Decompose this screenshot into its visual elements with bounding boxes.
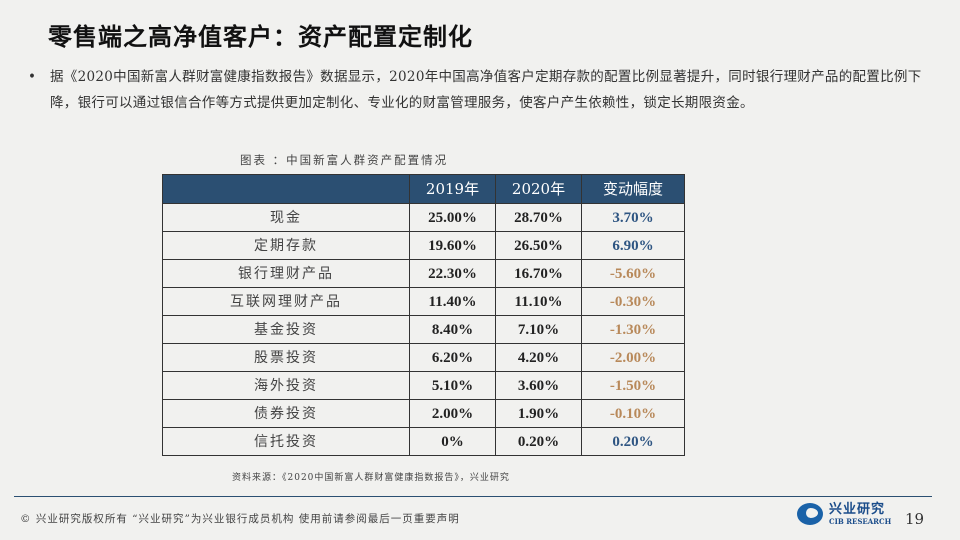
logo-cn: 兴业研究 <box>829 502 886 517</box>
value-2020: 16.70% <box>495 259 582 288</box>
footer-divider <box>14 496 932 497</box>
value-2020: 4.20% <box>495 343 582 372</box>
row-label: 银行理财产品 <box>162 259 410 288</box>
value-change: -1.50% <box>581 371 685 400</box>
footer-disclaimer: © 兴业研究版权所有 “兴业研究”为兴业银行成员机构 使用前请参阅最后一页重要声… <box>20 513 460 525</box>
value-2019: 0% <box>409 427 496 456</box>
value-2019: 22.30% <box>409 259 496 288</box>
value-2020: 28.70% <box>495 203 582 232</box>
value-change: 6.90% <box>581 231 685 260</box>
logo-icon <box>797 503 823 525</box>
value-2020: 0.20% <box>495 427 582 456</box>
value-change: 0.20% <box>581 427 685 456</box>
asset-allocation-table: 2019年 2020年 变动幅度 现金 25.00% 28.70% 3.70% 定期存款… <box>162 174 685 456</box>
value-change: -5.60% <box>581 259 685 288</box>
value-2019: 8.40% <box>409 315 496 344</box>
table-row: 现金 25.00% 28.70% 3.70% <box>162 203 685 232</box>
table-caption: 图表 ：中国新富人群资产配置情况 <box>240 153 449 167</box>
bullet-text: 据《2020中国新富人群财富健康指数报告》数据显示，2020年中国高净值客户定期… <box>50 69 922 111</box>
row-label: 信托投资 <box>162 427 410 456</box>
value-change: -2.00% <box>581 343 685 372</box>
value-2019: 25.00% <box>409 203 496 232</box>
value-2019: 5.10% <box>409 371 496 400</box>
table-row: 债券投资 2.00% 1.90% -0.10% <box>162 399 685 428</box>
row-label: 债券投资 <box>162 399 410 428</box>
value-2020: 7.10% <box>495 315 582 344</box>
value-change: -0.10% <box>581 399 685 428</box>
value-2020: 26.50% <box>495 231 582 260</box>
table-row: 海外投资 5.10% 3.60% -1.50% <box>162 371 685 400</box>
header-change: 变动幅度 <box>581 174 685 204</box>
row-label: 现金 <box>162 203 410 232</box>
row-label: 定期存款 <box>162 231 410 260</box>
value-change: 3.70% <box>581 203 685 232</box>
slide-title: 零售端之高净值客户：资产配置定制化 <box>48 22 473 51</box>
value-2019: 11.40% <box>409 287 496 316</box>
value-2020: 1.90% <box>495 399 582 428</box>
header-blank <box>162 174 410 204</box>
header-2020: 2020年 <box>495 174 582 204</box>
bullet-icon: • <box>28 69 36 85</box>
logo-en: CIB RESEARCH <box>829 517 892 526</box>
table-row: 信托投资 0% 0.20% 0.20% <box>162 427 685 456</box>
table-row: 互联网理财产品 11.40% 11.10% -0.30% <box>162 287 685 316</box>
table-row: 银行理财产品 22.30% 16.70% -5.60% <box>162 259 685 288</box>
value-change: -0.30% <box>581 287 685 316</box>
table-row: 基金投资 8.40% 7.10% -1.30% <box>162 315 685 344</box>
value-2020: 11.10% <box>495 287 582 316</box>
value-2020: 3.60% <box>495 371 582 400</box>
data-source: 资料来源：《2020中国新富人群财富健康指数报告》，兴业研究 <box>232 473 510 483</box>
row-label: 海外投资 <box>162 371 410 400</box>
table-row: 定期存款 19.60% 26.50% 6.90% <box>162 231 685 260</box>
table-row: 股票投资 6.20% 4.20% -2.00% <box>162 343 685 372</box>
page-number: 19 <box>905 510 925 528</box>
row-label: 股票投资 <box>162 343 410 372</box>
bullet-paragraph: • 据《2020中国新富人群财富健康指数报告》数据显示，2020年中国高净值客户… <box>28 64 933 116</box>
cib-research-logo: 兴业研究 CIB RESEARCH <box>797 503 891 525</box>
header-2019: 2019年 <box>409 174 496 204</box>
row-label: 基金投资 <box>162 315 410 344</box>
table-header-row: 2019年 2020年 变动幅度 <box>162 174 685 204</box>
value-2019: 2.00% <box>409 399 496 428</box>
value-2019: 19.60% <box>409 231 496 260</box>
value-change: -1.30% <box>581 315 685 344</box>
value-2019: 6.20% <box>409 343 496 372</box>
row-label: 互联网理财产品 <box>162 287 410 316</box>
